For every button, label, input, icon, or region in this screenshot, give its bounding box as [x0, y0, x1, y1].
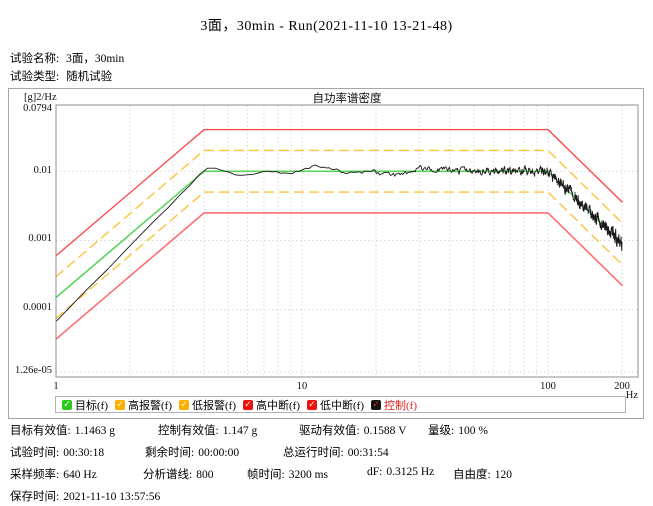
- status-row-time: 试验时间: 00:30:18 剩余时间: 00:00:00 总运行时间: 00:31:…: [0, 444, 653, 462]
- legend-label-high-abort: 高中断(f): [256, 399, 300, 412]
- legend-item-control[interactable]: ✓ 控制(f): [371, 397, 417, 413]
- total-run-time-field: 总运行时间: 00:31:54: [283, 447, 389, 459]
- legend-label-control: 控制(f): [384, 399, 417, 412]
- save-time-field: 保存时间: 2021-11-10 13:57:56: [10, 491, 161, 503]
- y-tick-min: 1.26e-05: [14, 365, 52, 376]
- low-abort-checkbox[interactable]: ✓: [307, 399, 317, 410]
- page-title: 3面，30min - Run(2021-11-10 13-21-48): [200, 19, 453, 34]
- legend-label-low-abort: 低中断(f): [320, 399, 364, 412]
- dof-field: 自由度: 120: [453, 469, 512, 481]
- control-rms-field: 控制有效值: 1.147 g: [158, 425, 258, 437]
- target-rms-field: 目标有效值: 1.1463 g: [10, 425, 115, 437]
- check-icon: ✓: [244, 399, 252, 410]
- check-icon: ✓: [116, 399, 124, 410]
- high-alarm-checkbox[interactable]: ✓: [115, 399, 125, 410]
- test-type-label: 试验类型:: [10, 71, 60, 83]
- test-type-value: 随机试验: [66, 71, 113, 83]
- test-name-value: 3面，30min: [66, 53, 125, 65]
- remaining-time-field: 剩余时间: 00:00:00: [145, 447, 240, 459]
- spectral-lines-field: 分析谱线: 800: [143, 469, 214, 481]
- legend-item-low-alarm[interactable]: ✓ 低报警(f): [179, 397, 236, 413]
- check-icon: ✓: [372, 399, 380, 410]
- status-row-sampling: 采样频率: 640 Hz 分析谱线: 800 帧时间: 3200 ms dF: 0.31…: [0, 466, 653, 484]
- sample-rate-field: 采样频率: 640 Hz: [10, 469, 97, 481]
- test-type-row: 试验类型: 随机试验: [10, 68, 112, 84]
- legend-label-high-alarm: 高报警(f): [128, 399, 172, 412]
- x-tick-200: 200: [614, 381, 630, 392]
- frame-time-field: 帧时间: 3200 ms: [247, 469, 328, 481]
- chart-panel: [8, 88, 644, 419]
- df-field: dF: 0.3125 Hz: [367, 466, 435, 478]
- check-icon: ✓: [180, 399, 188, 410]
- check-icon: ✓: [308, 399, 316, 410]
- chart-title: 自功率谱密度: [312, 93, 382, 105]
- low-alarm-checkbox[interactable]: ✓: [179, 399, 189, 410]
- legend-label-low-alarm: 低报警(f): [192, 399, 236, 412]
- legend-item-target[interactable]: ✓ 目标(f): [62, 397, 108, 413]
- x-tick-1: 1: [53, 381, 59, 392]
- legend-item-high-abort[interactable]: ✓ 高中断(f): [243, 397, 300, 413]
- check-icon: ✓: [63, 399, 71, 410]
- drive-rms-field: 驱动有效值: 0.1588 V: [299, 425, 407, 437]
- y-tick-0p001: 0.001: [28, 233, 52, 244]
- x-axis-unit-label: Hz: [625, 390, 638, 401]
- status-row-rms: 目标有效值: 1.1463 g 控制有效值: 1.147 g 驱动有效值: 0.158…: [0, 422, 653, 440]
- chart-legend: ✓ 目标(f) ✓ 高报警(f) ✓ 低报警(f) ✓ 高中断(f) ✓ 低中断…: [55, 396, 626, 413]
- level-field: 量级: 100 %: [428, 425, 488, 437]
- target-checkbox[interactable]: ✓: [62, 399, 72, 410]
- test-name-row: 试验名称: 3面，30min: [10, 50, 124, 66]
- status-row-save-time: 保存时间: 2021-11-10 13:57:56: [0, 488, 653, 506]
- legend-item-high-alarm[interactable]: ✓ 高报警(f): [115, 397, 172, 413]
- y-tick-0p01: 0.01: [33, 165, 52, 176]
- test-time-field: 试验时间: 00:30:18: [10, 447, 105, 459]
- legend-label-target: 目标(f): [75, 399, 108, 412]
- x-tick-100: 100: [540, 381, 556, 392]
- test-name-label: 试验名称:: [10, 53, 60, 65]
- high-abort-checkbox[interactable]: ✓: [243, 399, 253, 410]
- x-tick-10: 10: [296, 381, 308, 392]
- y-tick-0p0001: 0.0001: [23, 302, 52, 313]
- y-tick-max: 0.0794: [23, 103, 52, 114]
- legend-item-low-abort[interactable]: ✓ 低中断(f): [307, 397, 364, 413]
- y-axis-unit-label: [g]2/Hz: [24, 92, 57, 103]
- control-checkbox[interactable]: ✓: [371, 399, 381, 410]
